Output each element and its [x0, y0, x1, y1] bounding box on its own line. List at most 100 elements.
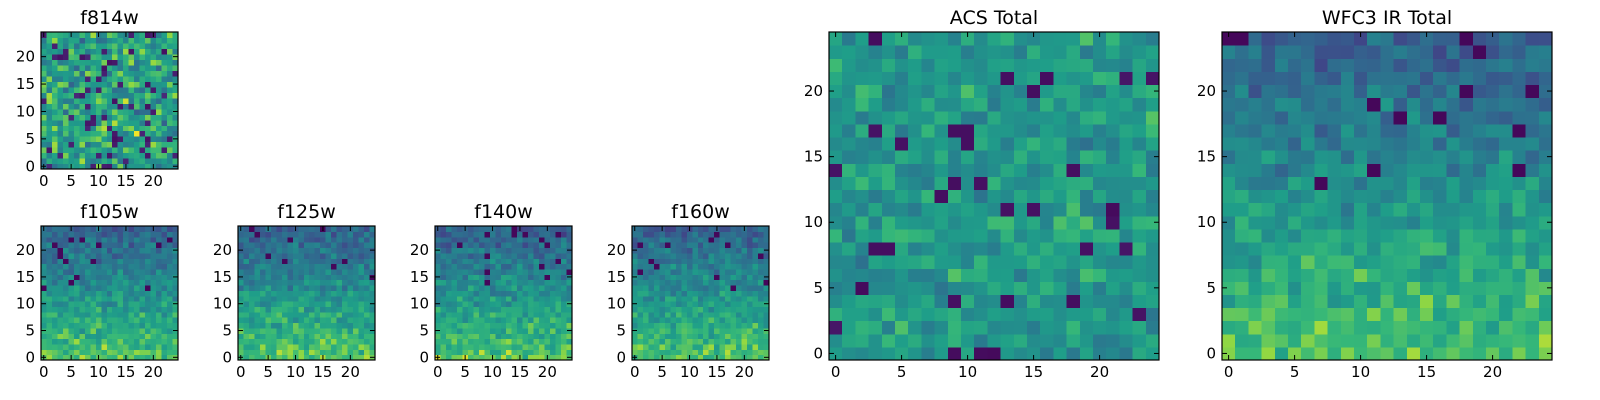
heatmap-cell	[139, 327, 146, 334]
heatmap-cell	[139, 75, 146, 82]
heatmap-cell	[829, 163, 843, 177]
heatmap-cell	[112, 42, 119, 50]
heatmap-cell	[741, 338, 748, 345]
heatmap-cell	[550, 290, 557, 297]
heatmap-cell	[1393, 110, 1408, 125]
heatmap-cell	[1525, 307, 1540, 322]
heatmap-cell	[1040, 110, 1054, 125]
heatmap-cell	[934, 189, 949, 204]
heatmap-cell	[747, 242, 754, 249]
heatmap-cell	[46, 119, 53, 126]
heatmap-cell	[1525, 268, 1540, 282]
heatmap-cell	[752, 279, 759, 286]
heatmap-cell	[51, 226, 59, 232]
heatmap-cell	[1106, 84, 1120, 99]
heatmap-cell	[46, 252, 53, 259]
heatmap-cell	[435, 311, 442, 318]
heatmap-cell	[736, 252, 743, 259]
heatmap-cell	[90, 311, 97, 318]
heatmap-cell	[561, 301, 568, 307]
heatmap-cell	[51, 263, 59, 270]
heatmap-cell	[145, 258, 152, 265]
heatmap-cell	[117, 343, 124, 350]
heatmap-cell	[741, 327, 748, 334]
heatmap-cell	[101, 53, 108, 60]
heatmap-cell	[281, 231, 288, 238]
heatmap-cell	[550, 279, 557, 286]
heatmap-cell	[664, 349, 671, 356]
heatmap-cell	[719, 284, 726, 291]
heatmap-cell	[1499, 294, 1513, 309]
heatmap-cell	[287, 268, 294, 275]
heatmap-cell	[167, 338, 174, 345]
heatmap-cell	[41, 147, 48, 154]
heatmap-cell	[1459, 307, 1474, 322]
heatmap-cell	[974, 294, 988, 309]
heatmap-cell	[68, 152, 75, 159]
heatmap-cell	[101, 86, 108, 93]
heatmap-cell	[881, 58, 896, 72]
heatmap-cell	[445, 317, 453, 324]
heatmap-cell	[101, 236, 108, 243]
f814w-frame	[40, 31, 179, 170]
heatmap-cell	[473, 231, 480, 238]
heatmap-cell	[303, 322, 310, 329]
heatmap-cell	[156, 231, 163, 238]
heatmap-cell	[73, 158, 80, 165]
heatmap-cell	[1119, 71, 1134, 86]
heatmap-cell	[1393, 176, 1408, 191]
x-tick-label: 5	[1290, 363, 1300, 381]
heatmap-cell	[84, 147, 91, 154]
heatmap-cell	[1340, 215, 1355, 230]
heatmap-cell	[506, 226, 513, 232]
heatmap-cell	[1248, 163, 1263, 177]
heatmap-cell	[292, 263, 299, 270]
heatmap-cell	[298, 333, 305, 340]
heatmap-cell	[1119, 32, 1134, 46]
heatmap-cell	[134, 311, 141, 318]
heatmap-cell	[106, 301, 113, 307]
heatmap-cell	[763, 317, 770, 324]
heatmap-cell	[829, 110, 843, 125]
heatmap-cell	[1119, 241, 1134, 256]
heatmap-cell	[1459, 294, 1474, 309]
heatmap-cell	[1040, 136, 1054, 151]
heatmap-cell	[68, 333, 75, 340]
heatmap-cell	[101, 163, 108, 170]
heatmap-cell	[1367, 294, 1381, 309]
heatmap-cell	[117, 301, 124, 307]
heatmap-cell	[1446, 294, 1461, 309]
heatmap-cell	[462, 290, 469, 297]
heatmap-cell	[1274, 58, 1289, 72]
heatmap-cell	[292, 252, 299, 259]
heatmap-cell	[692, 349, 699, 356]
heatmap-cell	[511, 322, 518, 329]
heatmap-cell	[533, 343, 540, 350]
heatmap-cell	[495, 349, 502, 356]
heatmap-cell	[1288, 215, 1302, 230]
heatmap-cell	[1000, 346, 1015, 361]
heatmap-cell	[1538, 255, 1553, 269]
heatmap-cell	[106, 290, 113, 297]
heatmap-cell	[1261, 163, 1276, 177]
heatmap-cell	[101, 279, 108, 286]
heatmap-cell	[648, 290, 655, 297]
heatmap-cell	[1406, 215, 1421, 230]
heatmap-cell	[632, 306, 639, 313]
heatmap-cell	[714, 311, 721, 318]
heatmap-cell	[281, 333, 288, 340]
heatmap-cell	[123, 274, 130, 281]
heatmap-cell	[440, 311, 447, 318]
heatmap-cell	[1013, 307, 1028, 322]
heatmap-cell	[467, 333, 474, 340]
heatmap-cell	[714, 327, 721, 334]
heatmap-cell	[1235, 71, 1249, 86]
heatmap-cell	[1472, 202, 1487, 217]
f105w-title: f105w	[80, 201, 139, 223]
heatmap-cell	[1380, 268, 1395, 282]
heatmap-cell	[112, 92, 119, 99]
heatmap-cell	[648, 252, 655, 259]
heatmap-cell	[128, 327, 135, 334]
heatmap-cell	[161, 97, 168, 104]
heatmap-cell	[1380, 241, 1395, 256]
